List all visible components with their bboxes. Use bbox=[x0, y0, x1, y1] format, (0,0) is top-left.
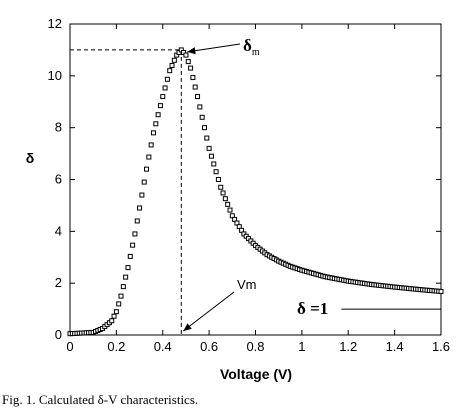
data-point bbox=[213, 169, 219, 175]
data-point bbox=[155, 112, 161, 118]
data-point bbox=[127, 253, 133, 259]
x-tick-label: 0.8 bbox=[246, 339, 264, 354]
data-point bbox=[116, 301, 122, 307]
data-point bbox=[157, 103, 163, 109]
data-point bbox=[190, 75, 196, 81]
data-point bbox=[206, 145, 212, 151]
data-point bbox=[167, 68, 173, 74]
delta-m-base: δ bbox=[243, 36, 252, 55]
data-point bbox=[132, 231, 138, 237]
data-point bbox=[164, 76, 170, 82]
y-tick-label: 10 bbox=[48, 68, 62, 83]
y-axis-title: δ bbox=[26, 150, 35, 166]
vm-arrow bbox=[182, 291, 235, 332]
delta-m-arrow bbox=[187, 43, 241, 53]
data-point bbox=[169, 62, 175, 68]
data-point bbox=[144, 166, 150, 172]
data-point bbox=[113, 309, 119, 315]
x-axis-title: Voltage (V) bbox=[220, 366, 292, 382]
data-point bbox=[162, 85, 168, 91]
data-point bbox=[220, 190, 226, 196]
delta-m-subscript: m bbox=[252, 47, 260, 58]
data-point bbox=[222, 196, 228, 202]
data-point bbox=[137, 205, 143, 211]
x-tick-label: 0.2 bbox=[107, 339, 125, 354]
data-point bbox=[183, 52, 189, 58]
y-tick-label: 0 bbox=[55, 327, 62, 342]
vm-label: Vm bbox=[237, 277, 257, 292]
data-point bbox=[208, 153, 214, 159]
data-point bbox=[111, 313, 117, 319]
vm-arrow-head bbox=[183, 323, 192, 331]
x-tick-label: 0 bbox=[66, 339, 73, 354]
data-point bbox=[195, 94, 201, 100]
delta-m-label: δm bbox=[243, 36, 260, 58]
data-point bbox=[218, 184, 224, 190]
peak-guide-lines bbox=[70, 49, 182, 335]
data-point bbox=[139, 192, 145, 198]
data-point bbox=[146, 154, 152, 160]
x-tick-label: 0.6 bbox=[200, 339, 218, 354]
data-point bbox=[118, 293, 124, 299]
figure-caption: Fig. 1. Calculated δ-V characteristics. bbox=[2, 392, 199, 407]
data-point bbox=[130, 242, 136, 248]
data-point bbox=[134, 218, 140, 224]
data-point bbox=[197, 104, 203, 110]
y-tick-label: 12 bbox=[48, 16, 62, 31]
delta-m-arrow-head bbox=[187, 47, 196, 55]
x-tick-label: 1.4 bbox=[386, 339, 404, 354]
data-point bbox=[153, 121, 159, 127]
annotation-arrows bbox=[182, 43, 241, 332]
x-tick-label: 0.4 bbox=[154, 339, 172, 354]
data-point bbox=[225, 201, 231, 207]
data-point bbox=[185, 59, 191, 65]
x-tick-labels: 0 0.2 0.4 0.6 0.8 1 1.2 1.4 1.6 bbox=[66, 339, 450, 354]
data-point bbox=[150, 130, 156, 136]
data-point bbox=[125, 265, 131, 271]
y-tick-label: 6 bbox=[55, 172, 62, 187]
data-point bbox=[120, 284, 126, 290]
data-point bbox=[215, 177, 221, 182]
y-tick-label: 8 bbox=[55, 120, 62, 135]
data-point bbox=[109, 318, 115, 324]
x-tick-label: 1 bbox=[298, 339, 305, 354]
data-point bbox=[141, 179, 147, 185]
data-point bbox=[204, 135, 210, 141]
data-point bbox=[199, 114, 205, 120]
data-point bbox=[201, 125, 207, 131]
y-tick-label: 2 bbox=[55, 275, 62, 290]
y-tick-labels: 0 2 4 6 8 10 12 bbox=[48, 16, 62, 342]
data-series bbox=[67, 47, 444, 337]
data-point bbox=[171, 57, 177, 63]
delta-equals-one-label: δ =1 bbox=[297, 299, 328, 318]
x-tick-label: 1.6 bbox=[432, 339, 450, 354]
x-tick-label: 1.2 bbox=[339, 339, 357, 354]
data-point bbox=[123, 274, 129, 280]
data-point bbox=[438, 288, 444, 294]
data-point bbox=[148, 142, 154, 148]
data-point bbox=[160, 94, 166, 100]
y-tick-label: 4 bbox=[55, 223, 62, 238]
data-point bbox=[211, 161, 217, 167]
data-point bbox=[227, 207, 233, 213]
data-point bbox=[188, 65, 194, 71]
data-point bbox=[192, 84, 198, 90]
